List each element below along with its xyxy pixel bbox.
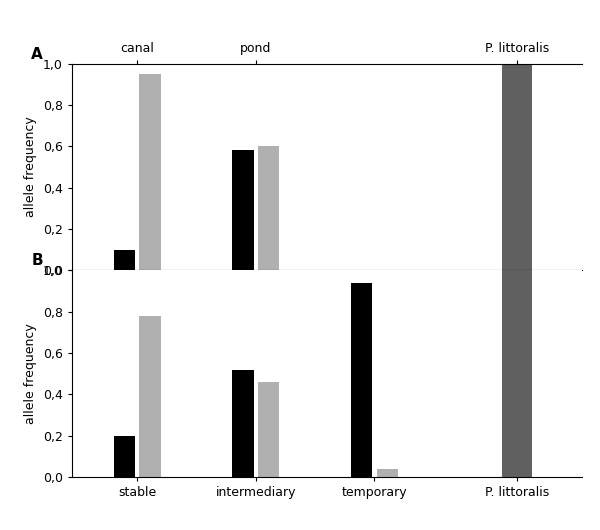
Bar — [377, 469, 398, 477]
Bar — [258, 146, 280, 270]
Bar — [139, 74, 161, 270]
Y-axis label: allele frequency: allele frequency — [25, 323, 37, 424]
Bar — [114, 436, 135, 477]
Bar — [232, 151, 254, 270]
Bar — [351, 282, 373, 477]
Bar — [258, 382, 280, 477]
Bar — [139, 316, 161, 477]
Text: A: A — [31, 47, 43, 61]
Bar — [502, 270, 532, 477]
Text: B: B — [31, 253, 43, 268]
Bar — [232, 369, 254, 477]
Y-axis label: allele frequency: allele frequency — [25, 117, 37, 217]
Bar — [114, 250, 135, 270]
Bar — [502, 64, 532, 270]
